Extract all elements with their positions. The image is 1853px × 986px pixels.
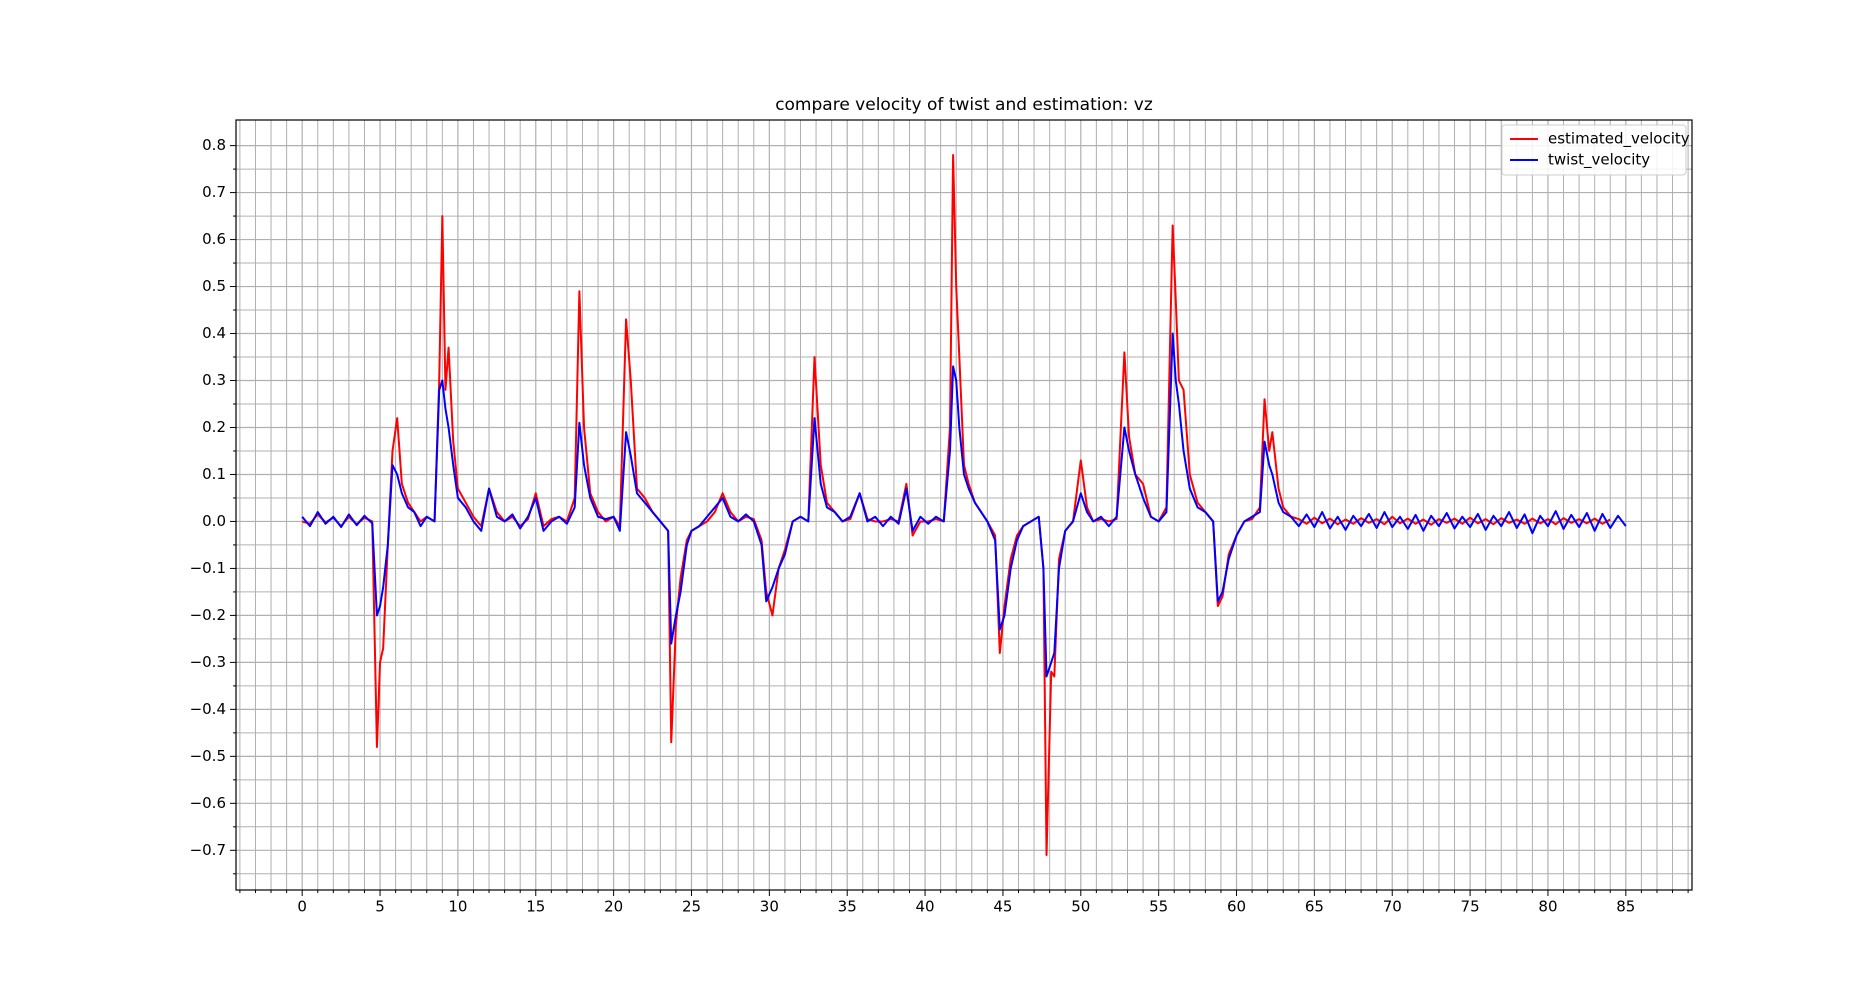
x-tick-label: 75 — [1461, 898, 1480, 916]
x-tick-label: 60 — [1227, 898, 1246, 916]
chart-title: compare velocity of twist and estimation… — [775, 95, 1153, 115]
x-tick-label: 55 — [1149, 898, 1168, 916]
y-tick-label: 0.7 — [202, 183, 226, 201]
y-tick-label: −0.5 — [190, 747, 226, 765]
y-tick-label: −0.1 — [190, 559, 226, 577]
y-tick-label: 0.0 — [202, 512, 226, 530]
legend-label: twist_velocity — [1548, 151, 1650, 170]
y-tick-label: −0.6 — [190, 794, 226, 812]
x-tick-label: 80 — [1538, 898, 1557, 916]
y-tick-label: 0.4 — [202, 324, 226, 342]
legend-box — [1501, 124, 1687, 176]
x-tick-label: 15 — [526, 898, 545, 916]
y-tick-label: −0.4 — [190, 700, 226, 718]
x-tick-label: 85 — [1616, 898, 1635, 916]
x-tick-label: 40 — [916, 898, 935, 916]
y-tick-label: −0.7 — [190, 841, 226, 859]
y-tick-label: 0.8 — [202, 136, 226, 154]
x-tick-label: 20 — [604, 898, 623, 916]
y-tick-label: −0.2 — [190, 606, 226, 624]
plot-frame — [235, 119, 1693, 891]
legend: estimated_velocity twist_velocity — [1501, 124, 1690, 176]
x-tick-label: 10 — [448, 898, 467, 916]
x-tick-label: 35 — [838, 898, 857, 916]
y-tick-label: 0.3 — [202, 371, 226, 389]
legend-label: estimated_velocity — [1548, 130, 1690, 149]
series-line — [301, 332, 1627, 678]
y-tick-label: −0.3 — [190, 653, 226, 671]
y-tick-label: 0.1 — [202, 465, 226, 483]
y-tick-label: 0.6 — [202, 230, 226, 248]
x-tick-label: 0 — [297, 898, 307, 916]
x-tick-label: 70 — [1383, 898, 1402, 916]
grid — [236, 120, 1692, 890]
x-tick-label: 50 — [1071, 898, 1090, 916]
x-tick-label: 25 — [682, 898, 701, 916]
x-tick-label: 45 — [993, 898, 1012, 916]
x-tick-label: 5 — [375, 898, 385, 916]
series-line — [301, 154, 1611, 856]
x-tick-label: 65 — [1305, 898, 1324, 916]
y-tick-label: 0.2 — [202, 418, 226, 436]
x-tick-label: 30 — [760, 898, 779, 916]
y-tick-label: 0.5 — [202, 277, 226, 295]
